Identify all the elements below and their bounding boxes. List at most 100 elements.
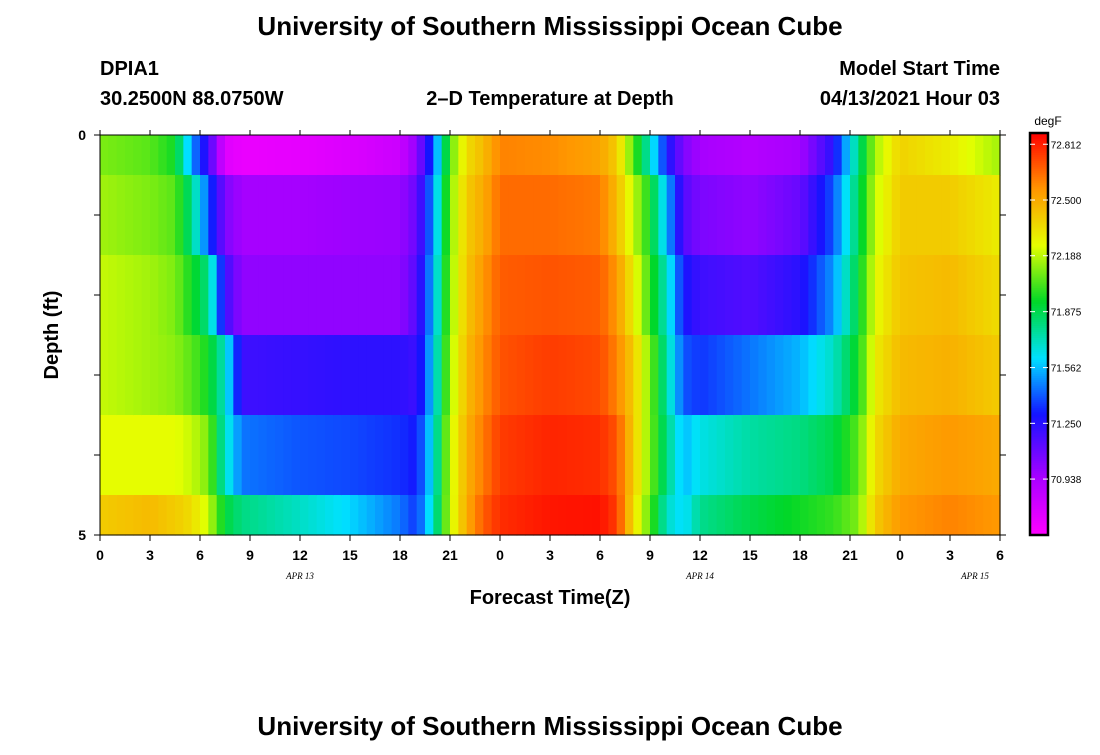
heatmap-cell [625, 335, 634, 416]
colorbar-segment [1030, 408, 1048, 411]
heatmap-cell [791, 495, 801, 536]
heatmap-cell [100, 495, 109, 536]
x-date-label: APR 13 [285, 571, 314, 581]
heatmap-cell [633, 495, 643, 536]
heatmap-cell [558, 135, 568, 176]
heatmap-cell [800, 255, 809, 336]
heatmap-cell [433, 415, 443, 496]
heatmap-cell [683, 135, 693, 176]
heatmap-cell [208, 495, 218, 536]
colorbar-segment [1030, 444, 1048, 448]
colorbar-segment [1030, 277, 1048, 281]
colorbar-segment [1030, 458, 1048, 462]
heatmap-cell [233, 135, 243, 176]
heatmap-cell [166, 255, 176, 336]
heatmap-cell [583, 135, 593, 176]
heatmap-cell [766, 135, 776, 176]
colorbar-segment [1030, 171, 1048, 174]
heatmap-cell [825, 255, 834, 336]
heatmap-cell [166, 175, 176, 256]
heatmap-cell [433, 175, 443, 256]
colorbar-segment [1030, 251, 1048, 255]
heatmap-cell [450, 135, 459, 176]
colorbar-segment [1030, 147, 1048, 150]
heatmap-cell [958, 335, 968, 416]
heatmap-cell [333, 135, 343, 176]
heatmap-cell [733, 135, 743, 176]
colorbar-segment [1030, 305, 1048, 309]
heatmap-cell [866, 135, 876, 176]
heatmap-cell [808, 255, 818, 336]
colorbar-segment [1030, 388, 1048, 391]
heatmap-cell [425, 175, 434, 256]
heatmap-cell [541, 495, 551, 536]
heatmap-cell [566, 415, 576, 496]
heatmap-cell [316, 175, 326, 256]
heatmap-cell [258, 415, 268, 496]
heatmap-cell [491, 175, 501, 256]
colorbar-label: 71.875 [1051, 308, 1082, 319]
heatmap-cell [266, 175, 276, 256]
heatmap-cell [141, 415, 151, 496]
heatmap-cell [808, 175, 818, 256]
heatmap-cell [225, 495, 234, 536]
heatmap-cell [116, 495, 126, 536]
colorbar-segment [1030, 205, 1048, 208]
heatmap-cell [125, 175, 134, 256]
heatmap-cell [766, 495, 776, 536]
heatmap-cell [883, 255, 893, 336]
heatmap-cell [100, 415, 109, 496]
heatmap-cell [383, 175, 393, 256]
x-tick-label: 3 [546, 547, 554, 563]
colorbar-segment [1030, 291, 1048, 295]
heatmap-cell [991, 415, 1001, 496]
colorbar-segment [1030, 354, 1048, 357]
heatmap-cell [583, 335, 593, 416]
colorbar-segment [1030, 307, 1048, 311]
colorbar-segment [1030, 197, 1048, 200]
heatmap-cell [116, 415, 126, 496]
y-axis-title: Depth (ft) [41, 291, 63, 380]
heatmap-cell [500, 255, 509, 336]
heatmap-cell [783, 175, 793, 256]
colorbar-segment [1030, 492, 1048, 496]
heatmap-cell [675, 135, 684, 176]
heatmap-cell [125, 495, 134, 536]
colorbar-segment [1030, 235, 1048, 239]
heatmap-cell [850, 175, 859, 256]
heatmap-cell [708, 415, 718, 496]
heatmap-cell [908, 335, 918, 416]
heatmap-cell [925, 135, 934, 176]
heatmap-cell [391, 495, 401, 536]
heatmap-cell [591, 495, 601, 536]
heatmap-cell [450, 495, 459, 536]
heatmap-cell [925, 175, 934, 256]
heatmap-cell [708, 255, 718, 336]
heatmap-cell [641, 495, 651, 536]
heatmap-cell [741, 335, 751, 416]
heatmap-cell [925, 335, 934, 416]
heatmap-cell [100, 135, 109, 176]
colorbar-segment [1030, 221, 1048, 225]
heatmap-cell [533, 175, 543, 256]
heatmap-cell [700, 135, 709, 176]
heatmap-cell [658, 255, 668, 336]
heatmap-cell [166, 495, 176, 536]
colorbar-segment [1030, 396, 1048, 399]
heatmap-cell [266, 495, 276, 536]
heatmap-cell [200, 335, 209, 416]
colorbar-segment [1030, 480, 1048, 484]
heatmap-cell [900, 415, 909, 496]
heatmap-cell [841, 495, 851, 536]
heatmap-cell [525, 335, 534, 416]
heatmap-cell [758, 415, 768, 496]
heatmap-cell [550, 335, 559, 416]
heatmap-cell [250, 495, 259, 536]
heatmap-cell [683, 415, 693, 496]
colorbar-label: 70.938 [1051, 475, 1082, 486]
heatmap-cell [308, 495, 318, 536]
heatmap-cell [708, 135, 718, 176]
colorbar-segment [1030, 496, 1048, 500]
colorbar-segment [1030, 376, 1048, 379]
heatmap-cell [783, 415, 793, 496]
